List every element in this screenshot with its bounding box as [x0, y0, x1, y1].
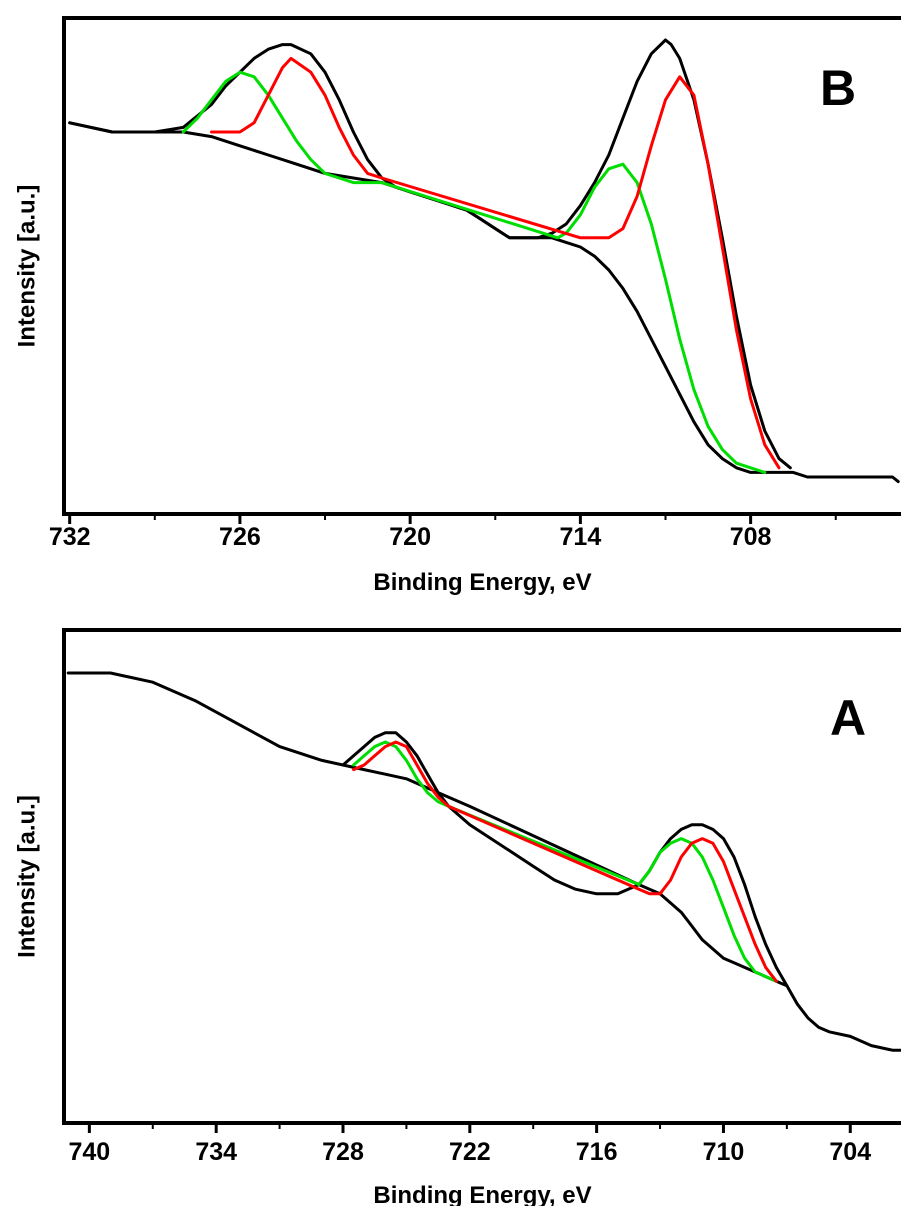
panel-a-plot-frame	[62, 628, 901, 1125]
panel-b-x-tick-label: 708	[730, 523, 772, 551]
panel-a-curves	[66, 671, 901, 1052]
panel-a-x-tick-label: 740	[69, 1138, 111, 1166]
panel-a-x-tick-label: 704	[829, 1138, 871, 1166]
panel-a-y-axis-title: Intensity [a.u.]	[13, 795, 40, 958]
panel-b-x-tick-label: 726	[219, 523, 261, 551]
panel-b-x-tick-label: 732	[49, 523, 91, 551]
panel-a-letter: A	[830, 690, 866, 746]
panel-a-x-tick-label: 728	[322, 1138, 364, 1166]
panel-a-x-tick-label: 722	[449, 1138, 491, 1166]
panel-b-letter: B	[820, 60, 856, 116]
panel-a-series-1-line	[341, 763, 789, 988]
panel-b-series-1-line	[68, 121, 900, 484]
panel-b-x-axis-title: Binding Energy, eV	[373, 569, 591, 596]
panel-b-x-tick-label: 720	[389, 523, 431, 551]
panel-a-x-tick-label: 734	[195, 1138, 237, 1166]
panel-a-x-tick-label: 716	[576, 1138, 618, 1166]
panel-a: 740 734 728 722 716 710 704 A Binding Energy, …	[13, 628, 901, 1206]
panel-a-series-3-line	[352, 740, 778, 983]
panel-b-plot-frame	[62, 16, 901, 516]
panel-a-x-tick-label: 710	[703, 1138, 745, 1166]
panel-b-x-tick-label: 714	[560, 523, 602, 551]
panel-b-series-2-line	[181, 70, 767, 474]
panel-a-series-2-line	[352, 740, 778, 983]
panel-b-series-3-line	[210, 56, 781, 470]
panel-b-ticks: 732 726 720 714 708	[49, 514, 837, 551]
panel-b-y-axis-title: Intensity [a.u.]	[13, 185, 40, 348]
panel-b: 732 726 720 714 708 B Binding Energy, eV Int…	[13, 16, 901, 596]
panel-a-ticks: 740 734 728 722 716 710 704	[69, 1123, 871, 1166]
panel-a-x-axis-title: Binding Energy, eV	[373, 1182, 591, 1206]
panel-b-curves	[68, 38, 900, 484]
panel-a-series-0-line	[66, 671, 901, 1052]
